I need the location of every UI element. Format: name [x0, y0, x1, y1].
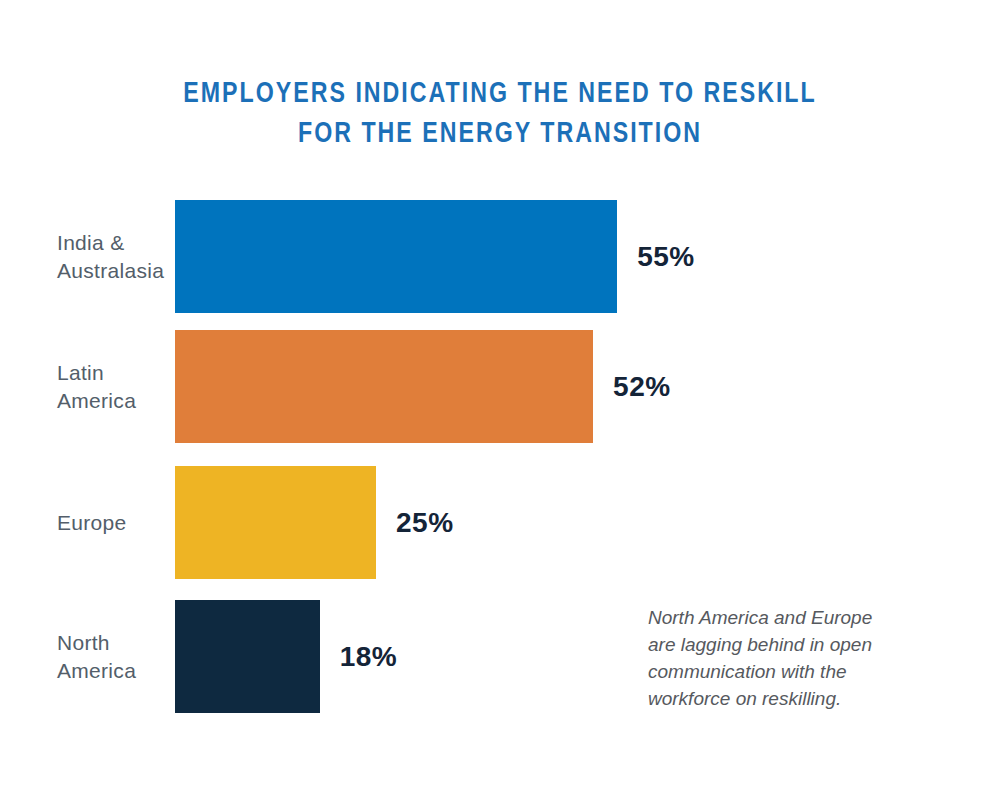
- bar-category-label: Europe: [57, 466, 169, 579]
- bar-category-label: India & Australasia: [57, 200, 169, 313]
- bar: [175, 330, 593, 443]
- bar: [175, 200, 617, 313]
- chart-title-line-2: FOR THE ENERGY TRANSITION: [100, 112, 900, 152]
- bar: [175, 466, 376, 579]
- bar-area: 25%: [175, 466, 979, 579]
- bar-category-label: North America: [57, 600, 169, 713]
- bar-row: Latin America 52%: [0, 330, 1000, 443]
- bar-value-label: 55%: [637, 241, 695, 273]
- chart-title: EMPLOYERS INDICATING THE NEED TO RESKILL…: [100, 72, 900, 152]
- bar-area: 52%: [175, 330, 979, 443]
- bar: [175, 600, 320, 713]
- bar-category-label: Latin America: [57, 330, 169, 443]
- bar-value-label: 25%: [396, 507, 454, 539]
- chart-title-line-1: EMPLOYERS INDICATING THE NEED TO RESKILL: [100, 72, 900, 112]
- bar-value-label: 18%: [340, 641, 398, 673]
- chart-canvas: EMPLOYERS INDICATING THE NEED TO RESKILL…: [0, 0, 1000, 792]
- chart-annotation: North America and Europe are lagging beh…: [648, 604, 896, 712]
- bar-area: 55%: [175, 200, 979, 313]
- bar-value-label: 52%: [613, 371, 671, 403]
- bar-row: Europe 25%: [0, 466, 1000, 579]
- bar-row: India & Australasia 55%: [0, 200, 1000, 313]
